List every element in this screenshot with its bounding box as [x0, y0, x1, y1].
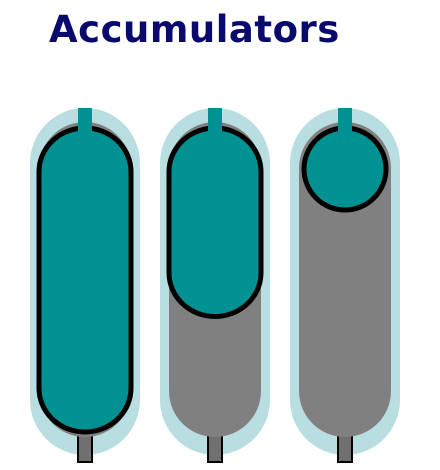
accumulator-group: [30, 108, 400, 463]
gas-bladder: [301, 125, 389, 213]
accumulator-charged: [290, 108, 400, 463]
gas-bladder: [36, 125, 134, 435]
gas-valve: [78, 108, 92, 132]
gas-valve: [338, 108, 352, 132]
gas-valve: [208, 108, 222, 132]
accumulator-partial: [160, 108, 270, 463]
accumulator-empty: [30, 108, 140, 463]
gas-bladder: [166, 125, 264, 319]
page-title: Accumulators: [49, 8, 340, 51]
